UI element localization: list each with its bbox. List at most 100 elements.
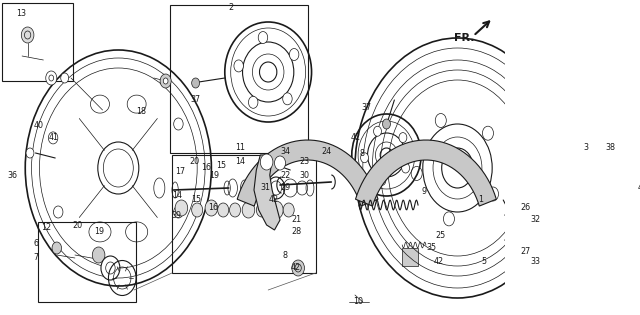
Text: 29: 29	[280, 184, 291, 192]
Circle shape	[411, 166, 422, 180]
Text: 20: 20	[189, 158, 200, 167]
Text: 1: 1	[478, 196, 483, 204]
Polygon shape	[237, 140, 378, 206]
Text: 28: 28	[292, 227, 302, 237]
Text: 14: 14	[172, 191, 182, 199]
Circle shape	[444, 212, 454, 226]
Text: 42: 42	[268, 196, 278, 204]
Bar	[172, 155, 316, 273]
Text: 33: 33	[530, 257, 540, 266]
Text: 22: 22	[280, 170, 291, 180]
Circle shape	[49, 132, 58, 144]
Text: 31: 31	[260, 184, 270, 192]
Text: FR.: FR.	[454, 33, 474, 43]
Text: 23: 23	[300, 158, 310, 167]
Polygon shape	[355, 140, 497, 206]
Text: 36: 36	[8, 170, 18, 180]
Text: 7: 7	[33, 254, 38, 262]
Text: 26: 26	[520, 203, 531, 213]
Bar	[38, 222, 136, 302]
Circle shape	[21, 27, 34, 43]
Circle shape	[483, 126, 493, 140]
Text: 30: 30	[300, 170, 310, 180]
Text: 24: 24	[322, 147, 332, 157]
Text: 20: 20	[72, 220, 83, 230]
Text: 40: 40	[33, 121, 43, 129]
Circle shape	[383, 119, 390, 129]
Circle shape	[248, 96, 258, 108]
Circle shape	[257, 203, 268, 217]
Bar	[403, 248, 418, 266]
Text: 37: 37	[361, 104, 371, 112]
Text: 21: 21	[292, 215, 302, 225]
Text: 19: 19	[209, 170, 219, 180]
Circle shape	[507, 195, 515, 205]
Text: 27: 27	[520, 248, 531, 256]
Circle shape	[205, 200, 218, 216]
Text: 4: 4	[637, 184, 640, 192]
Circle shape	[399, 133, 407, 143]
Circle shape	[175, 200, 188, 216]
Text: 15: 15	[216, 161, 227, 169]
Circle shape	[402, 163, 410, 173]
Text: 3: 3	[584, 144, 589, 152]
Circle shape	[260, 154, 273, 170]
Text: 13: 13	[16, 9, 26, 19]
Circle shape	[191, 78, 200, 88]
Circle shape	[92, 247, 105, 263]
Text: 6: 6	[33, 238, 38, 248]
Circle shape	[258, 32, 268, 43]
Circle shape	[234, 60, 243, 72]
Circle shape	[360, 153, 369, 163]
Circle shape	[289, 49, 299, 60]
Bar	[3, 3, 74, 81]
Circle shape	[26, 148, 34, 158]
Circle shape	[283, 93, 292, 105]
Text: 16: 16	[208, 203, 218, 213]
Text: 38: 38	[605, 144, 616, 152]
Circle shape	[45, 71, 57, 85]
Text: 34: 34	[280, 147, 290, 157]
Circle shape	[292, 260, 305, 276]
Circle shape	[173, 118, 183, 130]
Text: 16: 16	[201, 163, 211, 173]
Text: 18: 18	[136, 107, 146, 117]
Text: 19: 19	[95, 227, 105, 237]
Polygon shape	[254, 155, 280, 230]
Circle shape	[54, 206, 63, 218]
Text: 25: 25	[435, 231, 445, 239]
Circle shape	[230, 203, 241, 217]
Text: 32: 32	[530, 215, 540, 225]
Circle shape	[374, 126, 381, 136]
Text: 9: 9	[421, 187, 426, 197]
Text: 11: 11	[235, 144, 245, 152]
Circle shape	[101, 256, 120, 280]
Text: 14: 14	[235, 158, 245, 167]
Text: 12: 12	[41, 224, 51, 232]
Text: 39: 39	[171, 210, 181, 220]
Circle shape	[173, 206, 183, 218]
Bar	[170, 5, 308, 153]
Text: 2: 2	[228, 3, 234, 13]
Text: 35: 35	[426, 243, 436, 253]
Text: 17: 17	[175, 168, 185, 176]
Text: 5: 5	[481, 257, 486, 266]
Circle shape	[160, 74, 171, 88]
Circle shape	[488, 187, 499, 201]
Text: 42: 42	[350, 134, 360, 142]
Circle shape	[378, 175, 386, 186]
Text: 10: 10	[353, 297, 364, 306]
Text: 15: 15	[191, 196, 201, 204]
Text: 8: 8	[282, 250, 287, 260]
Circle shape	[275, 156, 285, 170]
Circle shape	[52, 242, 61, 254]
Circle shape	[435, 113, 446, 128]
Circle shape	[61, 73, 68, 83]
Text: 37: 37	[191, 95, 201, 105]
Circle shape	[242, 202, 255, 218]
Text: 8: 8	[360, 148, 365, 158]
Text: 41: 41	[49, 134, 59, 142]
Text: 42: 42	[291, 264, 300, 272]
Circle shape	[191, 203, 203, 217]
Text: 42: 42	[434, 257, 444, 266]
